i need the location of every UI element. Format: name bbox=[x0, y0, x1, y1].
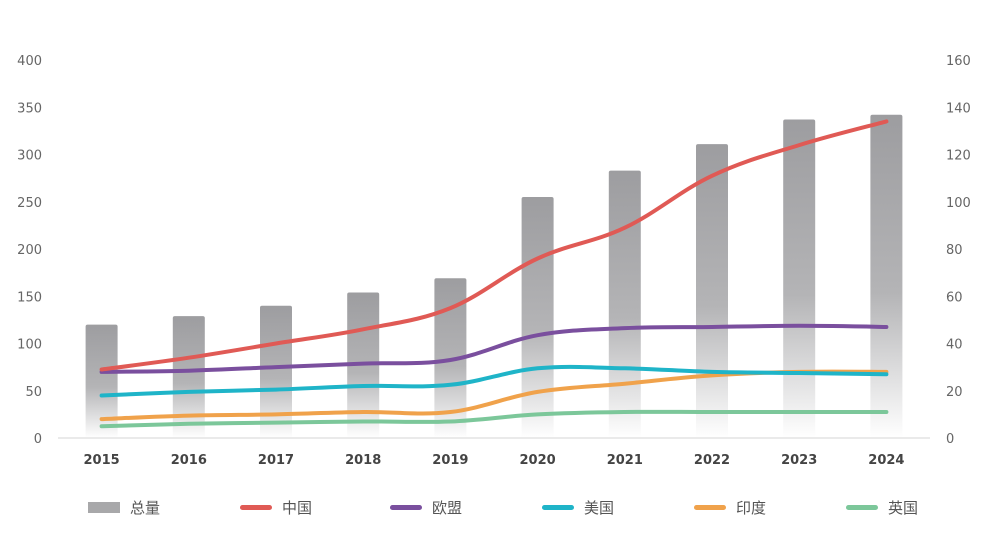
legend-item: 英国 bbox=[846, 499, 918, 517]
legend-swatch-line bbox=[694, 505, 726, 510]
legend-label: 欧盟 bbox=[432, 499, 462, 517]
right-tick-label: 100 bbox=[946, 196, 971, 211]
right-tick-label: 20 bbox=[946, 385, 963, 400]
line-series-1 bbox=[99, 323, 889, 374]
legend-swatch-line bbox=[542, 505, 574, 510]
bar-total-2023 bbox=[783, 119, 816, 438]
left-tick-label: 0 bbox=[34, 432, 42, 447]
line-series-2 bbox=[99, 364, 889, 398]
left-tick-label: 150 bbox=[17, 290, 42, 305]
right-axis: 0 20 40 60 80 100 120 140 160 bbox=[946, 54, 971, 447]
x-tick-label: 2020 bbox=[520, 453, 556, 468]
legend-swatch-line bbox=[846, 505, 878, 510]
bar-total-2016 bbox=[172, 316, 205, 438]
bar-total-2024 bbox=[870, 114, 903, 438]
right-tick-label: 140 bbox=[946, 101, 971, 116]
x-tick-label: 2017 bbox=[258, 453, 294, 468]
x-tick-label: 2018 bbox=[345, 453, 381, 468]
x-tick-label: 2021 bbox=[607, 453, 643, 468]
legend-label: 印度 bbox=[736, 499, 766, 517]
left-tick-label: 300 bbox=[17, 149, 42, 164]
legend: 总量 中国 欧盟 美国 印度 英国 bbox=[88, 499, 918, 517]
line-series-0 bbox=[99, 119, 889, 372]
legend-swatch-bar bbox=[88, 502, 120, 513]
right-tick-label: 60 bbox=[946, 290, 963, 305]
left-tick-label: 250 bbox=[17, 196, 42, 211]
x-tick-label: 2023 bbox=[781, 453, 817, 468]
bar-total-2017 bbox=[260, 305, 292, 438]
legend-label: 美国 bbox=[584, 499, 614, 517]
right-tick-label: 160 bbox=[946, 54, 971, 69]
bar-total-2022 bbox=[696, 144, 728, 439]
x-tick-label: 2019 bbox=[432, 453, 468, 468]
bar-total-2020 bbox=[521, 197, 554, 438]
legend-label: 总量 bbox=[130, 499, 160, 517]
left-axis: 0 50 100 150 200 250 300 350 400 bbox=[17, 54, 42, 447]
left-tick-label: 350 bbox=[17, 101, 42, 116]
legend-swatch-line bbox=[240, 505, 272, 510]
x-tick-label: 2024 bbox=[868, 453, 904, 468]
left-tick-label: 50 bbox=[25, 385, 42, 400]
x-tick-label: 2016 bbox=[171, 453, 207, 468]
bar-total-2021 bbox=[608, 170, 641, 438]
right-tick-label: 40 bbox=[946, 338, 963, 353]
legend-item: 印度 bbox=[694, 499, 766, 517]
legend-label: 英国 bbox=[888, 499, 918, 517]
left-tick-label: 100 bbox=[17, 338, 42, 353]
legend-item: 欧盟 bbox=[390, 499, 462, 517]
right-tick-label: 80 bbox=[946, 243, 963, 258]
bar-total-2015 bbox=[85, 324, 118, 438]
legend-item: 总量 bbox=[88, 499, 160, 517]
legend-item: 美国 bbox=[542, 499, 614, 517]
legend-item: 中国 bbox=[240, 499, 312, 517]
x-tick-label: 2015 bbox=[84, 453, 120, 468]
x-tick-label: 2022 bbox=[694, 453, 730, 468]
right-tick-label: 120 bbox=[946, 149, 971, 164]
lines-group bbox=[99, 119, 889, 429]
left-tick-label: 400 bbox=[17, 54, 42, 69]
left-tick-label: 200 bbox=[17, 243, 42, 258]
line-series-4 bbox=[99, 409, 889, 429]
legend-label: 中国 bbox=[282, 499, 312, 517]
right-tick-label: 0 bbox=[946, 432, 954, 447]
x-axis: 2015 2016 2017 2018 2019 2020 2021 2022 2023 2024 bbox=[84, 453, 905, 468]
legend-swatch-line bbox=[390, 505, 422, 510]
